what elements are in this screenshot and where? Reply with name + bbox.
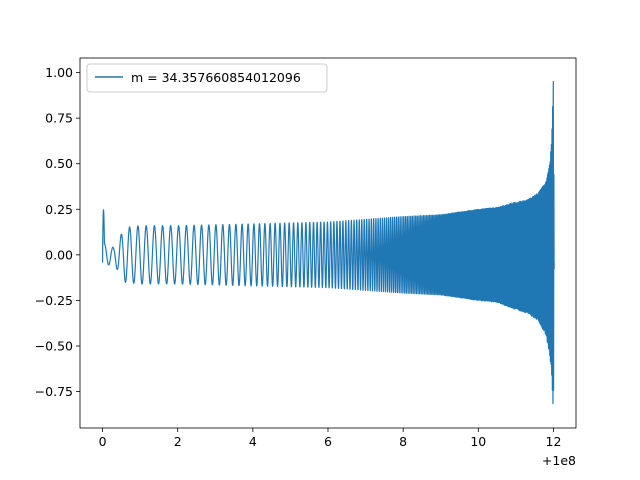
y-tick-label: 0.25 xyxy=(45,202,73,217)
series-line xyxy=(101,80,555,405)
y-tick-label: −0.75 xyxy=(35,384,73,399)
y-tick-label: 1.00 xyxy=(45,65,73,80)
legend: m = 34.357660854012096 xyxy=(86,63,328,93)
x-tick-label: 8 xyxy=(399,434,407,449)
x-tick-label: 4 xyxy=(249,434,257,449)
x-tick-label: 10 xyxy=(470,434,486,449)
x-axis: 0 2 4 6 8 10 12 xyxy=(99,428,562,449)
legend-label: m = 34.357660854012096 xyxy=(131,70,301,85)
x-tick-label: 12 xyxy=(546,434,562,449)
y-tick-label: −0.50 xyxy=(35,338,73,353)
y-tick-label: 0.50 xyxy=(45,156,73,171)
x-tick-label: 6 xyxy=(324,434,332,449)
y-tick-label: 0.00 xyxy=(45,247,73,262)
y-axis: 1.00 0.75 0.50 0.25 0.00 −0.25 −0.50 −0.75 xyxy=(35,65,80,399)
x-tick-label: 2 xyxy=(174,434,182,449)
x-tick-label: 0 xyxy=(99,434,107,449)
x-offset-label: +1e8 xyxy=(542,453,576,468)
y-tick-label: −0.25 xyxy=(35,293,73,308)
legend-box xyxy=(86,63,328,93)
y-tick-label: 0.75 xyxy=(45,111,73,126)
